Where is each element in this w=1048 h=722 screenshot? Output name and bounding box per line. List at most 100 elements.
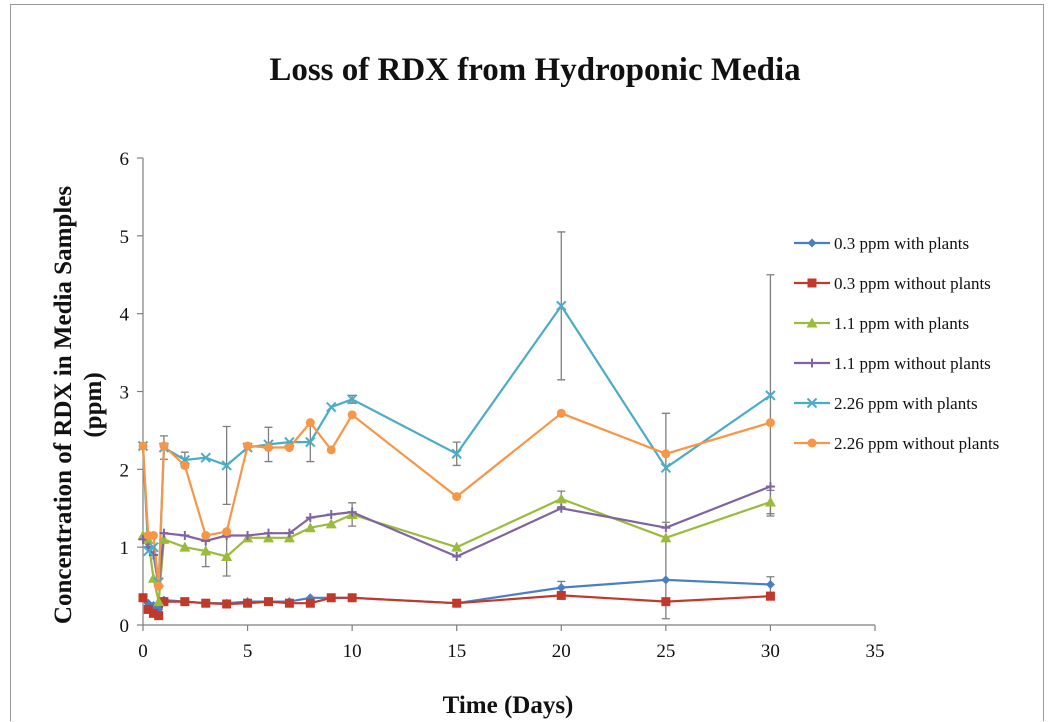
data-point — [556, 503, 566, 513]
x-tick-label: 30 — [761, 641, 780, 662]
data-point — [243, 530, 253, 540]
legend-label: 0.3 ppm without plants — [834, 274, 991, 293]
series-markers — [137, 300, 776, 621]
data-point — [180, 460, 190, 470]
data-point — [263, 528, 273, 538]
legend-label: 1.1 ppm with plants — [834, 314, 969, 333]
data-point — [222, 599, 232, 609]
legend-label: 2.26 ppm with plants — [834, 394, 978, 413]
data-point — [661, 523, 671, 533]
data-point — [305, 513, 315, 523]
x-tick-label: 5 — [243, 641, 253, 662]
y-tick-label: 3 — [120, 383, 130, 404]
data-point — [660, 532, 672, 543]
data-point — [326, 593, 336, 603]
data-point — [660, 462, 672, 473]
data-point — [263, 597, 273, 607]
data-point — [347, 507, 357, 517]
y-axis-label-group: Concentration of RDX in Media Samples (p… — [50, 186, 107, 624]
data-point — [284, 443, 294, 453]
data-point — [556, 300, 567, 312]
data-point — [222, 527, 232, 537]
data-point — [221, 460, 232, 471]
legend-marker — [807, 238, 817, 248]
data-point — [284, 598, 294, 608]
data-point — [347, 593, 357, 603]
data-point — [347, 410, 357, 420]
data-point — [305, 436, 316, 448]
x-tick-label: 15 — [447, 641, 466, 662]
data-point — [765, 390, 776, 401]
data-point — [556, 408, 566, 418]
data-point — [555, 493, 567, 504]
y-axis-label-line-2: (ppm) — [80, 372, 107, 437]
data-point — [243, 598, 253, 608]
legend-item-6: 2.26 ppm without plants — [794, 434, 999, 453]
data-point — [765, 481, 775, 491]
legend-marker — [807, 278, 817, 288]
x-tick-label: 10 — [343, 641, 362, 662]
data-point — [148, 530, 158, 540]
data-point — [200, 545, 212, 556]
data-point — [154, 611, 164, 621]
data-point — [326, 401, 337, 413]
legend-item-2: 0.3 ppm without plants — [794, 274, 991, 293]
error-bars — [159, 231, 775, 620]
data-point — [326, 509, 336, 519]
legend-marker — [806, 317, 818, 328]
legend-item-5: 2.26 ppm with plants — [794, 394, 978, 413]
x-tick-label: 25 — [656, 641, 675, 662]
series-line-4 — [142, 485, 771, 588]
data-point — [661, 597, 671, 607]
data-point — [143, 604, 153, 614]
y-tick-label: 6 — [120, 149, 130, 170]
data-point — [154, 581, 164, 591]
y-tick-label: 2 — [120, 460, 130, 481]
data-point — [159, 528, 169, 538]
data-point — [452, 598, 462, 608]
data-point — [200, 452, 211, 463]
data-point — [661, 449, 671, 459]
legend: 0.3 ppm with plants 0.3 ppm without plant… — [794, 234, 999, 453]
chart-frame: Loss of RDX from Hydroponic Media Time (… — [10, 4, 1044, 721]
data-point — [305, 598, 315, 608]
x-tick-label: 0 — [138, 641, 148, 662]
data-point — [556, 590, 566, 600]
y-tick-label: 5 — [120, 227, 130, 248]
data-point — [451, 541, 463, 552]
x-tick-label: 35 — [866, 641, 885, 662]
data-point — [304, 522, 316, 533]
data-point — [180, 530, 190, 540]
data-point — [243, 441, 253, 451]
data-point — [284, 528, 294, 538]
data-point — [148, 608, 158, 618]
chart-title: Loss of RDX from Hydroponic Media — [269, 52, 800, 88]
data-point — [138, 441, 148, 451]
data-point — [451, 448, 462, 459]
data-point — [765, 418, 775, 428]
data-point — [346, 394, 358, 405]
legend-label: 2.26 ppm without plants — [834, 434, 999, 453]
data-point — [221, 551, 233, 562]
y-tick-label: 0 — [120, 616, 130, 637]
y-tick-label: 4 — [120, 305, 130, 326]
data-point — [661, 575, 671, 585]
legend-item-4: 1.1 ppm without plants — [794, 354, 991, 373]
data-point — [263, 443, 273, 453]
data-point — [201, 530, 211, 540]
data-point — [765, 580, 775, 590]
series-line-6 — [141, 412, 771, 588]
y-tick-label: 1 — [120, 538, 130, 559]
data-point — [201, 598, 211, 608]
legend-item-3: 1.1 ppm with plants — [794, 314, 969, 333]
data-point — [326, 445, 336, 455]
data-point — [556, 583, 566, 593]
legend-label: 1.1 ppm without plants — [834, 354, 991, 373]
data-point — [325, 518, 337, 529]
legend-label: 0.3 ppm with plants — [834, 234, 969, 253]
data-point — [179, 541, 191, 552]
data-point — [153, 596, 165, 607]
legend-item-1: 0.3 ppm with plants — [794, 234, 969, 253]
chart-svg: Loss of RDX from Hydroponic Media Time (… — [50, 52, 999, 719]
data-point — [765, 591, 775, 601]
